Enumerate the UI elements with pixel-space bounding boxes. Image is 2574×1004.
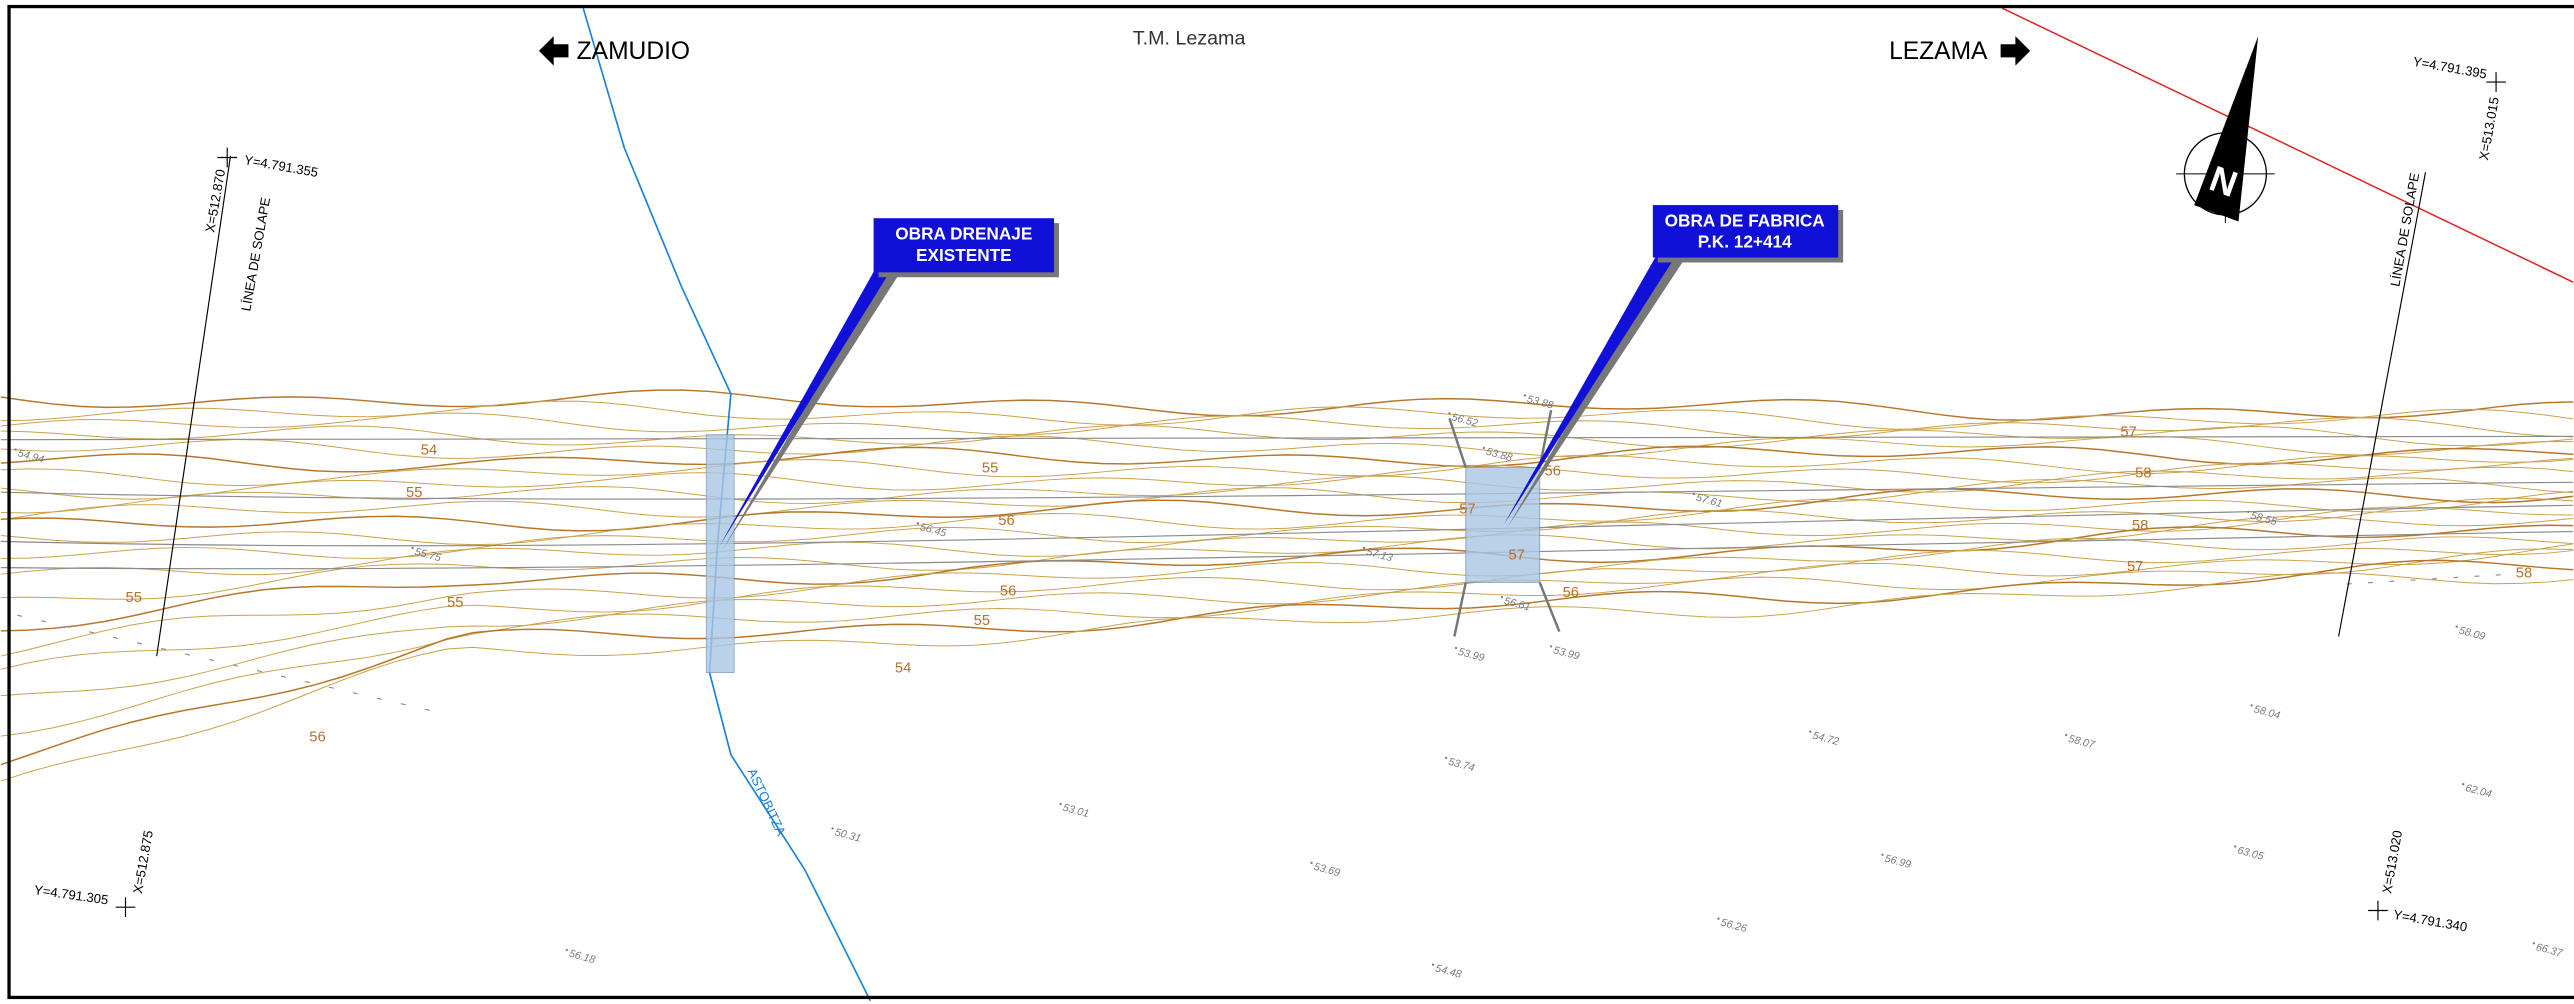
contour-label: 58: [2132, 518, 2148, 534]
spot-point: [14, 448, 17, 451]
spot-point: [1059, 802, 1062, 806]
spot-point: [1809, 730, 1812, 733]
callout-box: [873, 218, 1055, 273]
contour-label: 55: [974, 613, 990, 629]
spot-point: [565, 948, 568, 952]
spot-point: [1482, 446, 1486, 450]
existing-culvert: [705, 434, 735, 674]
contour-line: [0, 536, 2574, 657]
spot-point: [1881, 853, 1884, 856]
contour-label: 57: [2120, 424, 2136, 440]
contour-label: 55: [982, 460, 998, 476]
callout-leader: [1503, 255, 1676, 525]
cross: [217, 147, 238, 168]
spot-point: [1362, 546, 1366, 550]
contour-label: 57: [1459, 501, 1475, 517]
callout-leader: [719, 269, 892, 547]
contour-line: [0, 389, 2574, 421]
contour-line: [0, 412, 2574, 439]
spot-point: [1431, 963, 1435, 966]
contour-label: 56: [309, 730, 325, 746]
contour-line: [0, 400, 2574, 430]
contour-label: 56: [1563, 585, 1579, 601]
spot-point: [2234, 845, 2237, 848]
spot-point: [2247, 510, 2250, 513]
contour-line: [0, 572, 2574, 782]
spot-point: [2455, 625, 2458, 628]
cross: [115, 897, 136, 918]
contour-label: 57: [1508, 547, 1524, 563]
spot-point: [1310, 861, 1313, 865]
contour-line: [0, 445, 2574, 473]
spot-point: [1549, 645, 1553, 648]
spot-point: [1454, 646, 1458, 650]
arrow-left: [538, 36, 569, 66]
road-centerline: [0, 504, 2574, 547]
callout-text: OBRA DRENAJE: [895, 224, 1032, 244]
callout-text: EXISTENTE: [916, 245, 1012, 265]
contour-line: [0, 543, 2574, 697]
callout-box: [1652, 205, 1839, 258]
callout-text: OBRA DE FABRICA: [1665, 210, 1825, 230]
contour-label: 56: [998, 513, 1014, 529]
spot-point: [1692, 492, 1695, 495]
wingwall: [1453, 582, 1468, 637]
direction-label: LEZAMA: [1889, 38, 1988, 65]
contour-label: 54: [421, 442, 437, 458]
north-arrow: N: [2176, 36, 2275, 224]
road-edge: [0, 481, 2574, 500]
coordinate-crosses: [115, 72, 2506, 921]
contours: [0, 389, 2574, 782]
arrow-right: [2000, 36, 2031, 66]
contour-line: [0, 547, 2574, 670]
frame: [7, 4, 2574, 1000]
overlap-line: [2338, 172, 2427, 637]
contour-line: [0, 477, 2574, 521]
spot-point: [411, 546, 414, 550]
contour-line: [0, 457, 2574, 500]
overlap-line: [156, 155, 232, 657]
contour-label: 58: [2135, 465, 2151, 481]
contour-label: 56: [1000, 584, 1016, 600]
cross: [2368, 900, 2388, 921]
contour-label: 55: [126, 590, 142, 606]
wingwall: [1538, 581, 1561, 633]
contour-label: 55: [406, 485, 422, 501]
spot-point: [1717, 917, 1720, 920]
spot-point: [1444, 756, 1448, 760]
contour-line: [0, 524, 2574, 632]
spot-point: [1523, 394, 1527, 397]
contour-line: [0, 490, 2574, 546]
contour-label: 54: [895, 661, 911, 677]
spot-point: [831, 827, 834, 830]
contour-line: [0, 559, 2574, 766]
cross: [2486, 72, 2506, 92]
spot-point: [916, 522, 920, 525]
road-edge: [0, 530, 2574, 570]
contour-label: 57: [2127, 559, 2143, 575]
contour-label: 58: [2516, 565, 2532, 581]
compass-needle: [2194, 36, 2259, 222]
spot-point: [2462, 783, 2465, 786]
spot-point: [1448, 412, 1451, 415]
callout-text: P.K. 12+414: [1698, 232, 1792, 252]
direction-label: ZAMUDIO: [577, 38, 690, 65]
contour-label: 56: [1545, 464, 1561, 480]
contour-label: 55: [447, 595, 463, 611]
contour-line: [0, 506, 2574, 576]
callout-shadow: [722, 275, 899, 550]
boundary-line: [2001, 7, 2574, 283]
spot-point: [1500, 596, 1504, 599]
spot-point: [2532, 942, 2535, 945]
spot-point: [2065, 733, 2068, 737]
wingwall: [1448, 417, 1467, 468]
municipality-label: T.M. Lezama: [1133, 27, 1246, 49]
contour-line: [0, 516, 2574, 600]
contour-line: [0, 488, 2574, 532]
spot-point: [2250, 704, 2253, 707]
